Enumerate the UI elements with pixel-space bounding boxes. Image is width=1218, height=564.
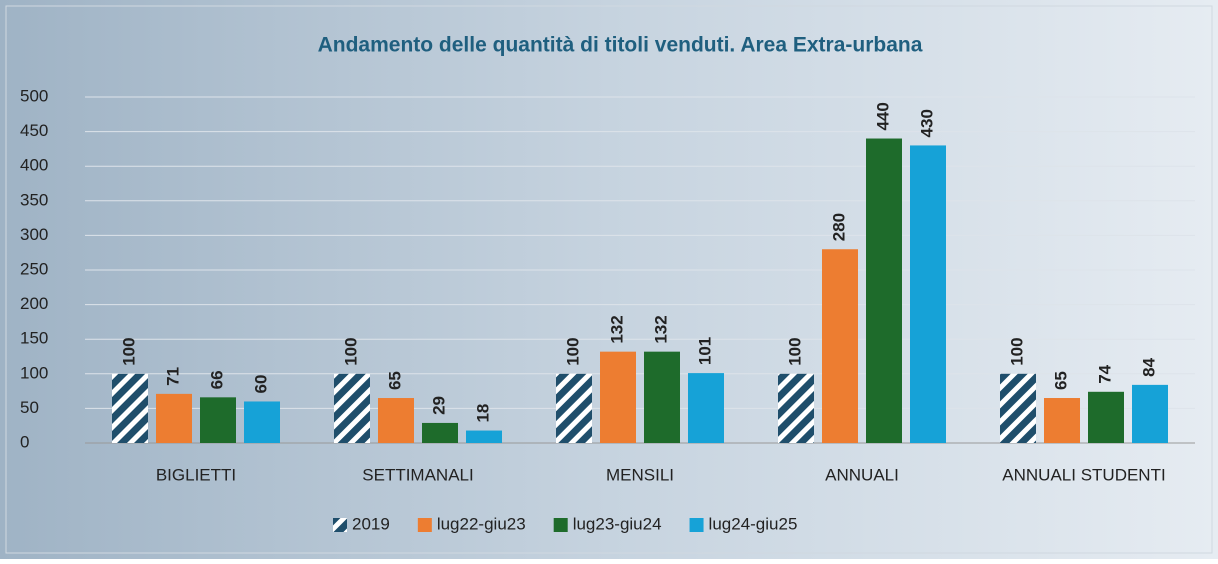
y-tick-label: 50: [20, 398, 39, 417]
bar: [156, 393, 192, 443]
bar: [556, 373, 592, 443]
bar: [422, 422, 458, 443]
y-tick-label: 200: [20, 294, 48, 313]
y-tick-label: 0: [20, 432, 29, 451]
data-label: 101: [695, 337, 714, 365]
legend-label: lug24-giu25: [709, 514, 798, 533]
data-label: 100: [1007, 337, 1026, 365]
data-label: 132: [651, 315, 670, 343]
legend-swatch: [333, 518, 347, 532]
data-label: 65: [385, 371, 404, 390]
legend-label: lug23-giu24: [573, 514, 662, 533]
bar: [200, 397, 236, 443]
data-label: 60: [251, 375, 270, 394]
bar: [910, 145, 946, 443]
y-tick-label: 400: [20, 156, 48, 175]
bar: [688, 373, 724, 443]
x-tick-label: ANNUALI: [825, 465, 899, 484]
y-tick-label: 100: [20, 363, 48, 382]
bar: [778, 373, 814, 443]
bar: [1000, 373, 1036, 443]
data-label: 440: [873, 102, 892, 130]
data-label: 100: [785, 337, 804, 365]
data-label: 100: [119, 337, 138, 365]
bar: [1132, 384, 1168, 443]
bar: [600, 351, 636, 443]
data-label: 66: [207, 370, 226, 389]
y-tick-label: 250: [20, 259, 48, 278]
bar: [466, 430, 502, 443]
data-label: 65: [1051, 371, 1070, 390]
data-label: 74: [1095, 364, 1114, 383]
bar: [378, 398, 414, 443]
legend-label: 2019: [352, 514, 390, 533]
data-label: 71: [163, 367, 182, 386]
bar: [1088, 391, 1124, 443]
bar: [244, 401, 280, 443]
y-tick-label: 500: [20, 86, 48, 105]
y-tick-label: 300: [20, 225, 48, 244]
legend-swatch: [689, 518, 704, 532]
bar: [1044, 398, 1080, 443]
legend-swatch: [553, 518, 568, 532]
y-tick-label: 350: [20, 190, 48, 209]
data-label: 29: [429, 396, 448, 415]
legend-label: lug22-giu23: [437, 514, 526, 533]
x-tick-label: BIGLIETTI: [156, 465, 236, 484]
bar: [866, 138, 902, 443]
data-label: 100: [563, 337, 582, 365]
data-label: 100: [341, 337, 360, 365]
data-label: 18: [473, 404, 492, 423]
legend-swatch: [417, 518, 432, 532]
y-tick-label: 450: [20, 121, 48, 140]
bar: [822, 249, 858, 443]
bar: [112, 373, 148, 443]
bar: [644, 351, 680, 443]
data-label: 84: [1139, 357, 1158, 376]
y-tick-label: 150: [20, 329, 48, 348]
x-tick-label: MENSILI: [606, 465, 674, 484]
bar: [334, 373, 370, 443]
data-label: 280: [829, 213, 848, 241]
chart-title: Andamento delle quantità di titoli vendu…: [318, 34, 923, 57]
data-label: 132: [607, 315, 626, 343]
frame: [5, 5, 1213, 554]
x-tick-label: SETTIMANALI: [362, 465, 473, 484]
data-label: 430: [917, 109, 936, 137]
x-tick-label: ANNUALI STUDENTI: [1002, 465, 1165, 484]
